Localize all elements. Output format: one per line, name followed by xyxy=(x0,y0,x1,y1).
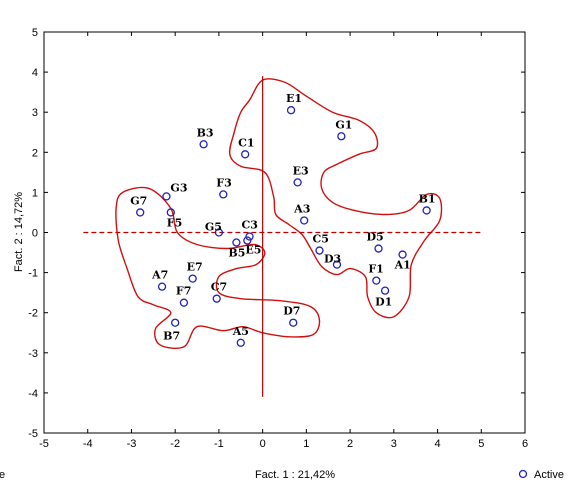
point-G5 xyxy=(214,228,224,237)
point-label-B1: B1 xyxy=(419,192,436,205)
data-points: E1 G1 B3 C1 E3 G3 F3 B1 G7 F5 A3 G5 C3 B5 E5 C5 D3 D5 A1 F1… xyxy=(130,92,436,347)
point-label-B5: B5 xyxy=(228,247,245,260)
point-A1 xyxy=(398,250,407,259)
point-label-F5: F5 xyxy=(167,216,182,229)
y-tick-label: -5 xyxy=(28,428,38,440)
reference-lines xyxy=(83,76,482,397)
x-tick-label: -1 xyxy=(214,438,224,450)
point-label-F7: F7 xyxy=(176,285,191,298)
point-label-G3: G3 xyxy=(170,181,187,194)
y-tick-label: 3 xyxy=(32,107,38,119)
point-label-E1: E1 xyxy=(286,92,302,105)
y-tick-label: -2 xyxy=(28,308,38,320)
x-axis-title: Fact. 1 : 21,42% xyxy=(255,469,335,481)
x-tick-label: 4 xyxy=(434,438,440,450)
y-tick-label: 4 xyxy=(32,67,38,79)
point-label-F1: F1 xyxy=(368,263,383,276)
point-label-C1: C1 xyxy=(238,136,254,149)
x-tick-label: 0 xyxy=(260,438,266,450)
point-label-G7: G7 xyxy=(130,194,147,207)
y-tick-label: -1 xyxy=(28,268,38,280)
point-E7 xyxy=(188,274,197,283)
point-G1 xyxy=(337,132,346,141)
cluster-outline-2 xyxy=(115,186,321,349)
point-label-B3: B3 xyxy=(197,126,214,139)
y-tick-label: 1 xyxy=(32,187,38,199)
point-label-G5: G5 xyxy=(205,221,222,234)
y-tick-label: 5 xyxy=(32,27,38,39)
point-label-D5: D5 xyxy=(367,231,384,244)
y-tick-label: 0 xyxy=(32,228,38,240)
point-label-A7: A7 xyxy=(151,269,168,282)
point-A5 xyxy=(236,338,245,347)
point-label-E5: E5 xyxy=(245,244,261,257)
point-label-A3: A3 xyxy=(293,202,310,215)
legend-marker-icon xyxy=(518,469,528,479)
point-label-E7: E7 xyxy=(187,261,203,274)
point-F5 xyxy=(166,208,175,217)
point-E1 xyxy=(286,106,296,115)
x-tick-label: 1 xyxy=(303,438,309,450)
point-label-D1: D1 xyxy=(375,296,392,309)
point-label-C3: C3 xyxy=(242,219,258,232)
point-D1 xyxy=(380,286,390,295)
point-label-B7: B7 xyxy=(163,330,180,343)
point-C5 xyxy=(315,246,324,255)
point-label-G1: G1 xyxy=(335,118,352,131)
x-tick-label: -4 xyxy=(83,438,93,450)
y-tick-label: 2 xyxy=(32,147,38,159)
point-F7 xyxy=(179,298,189,307)
point-D3 xyxy=(332,260,342,269)
point-label-A5: A5 xyxy=(232,325,249,338)
point-F1 xyxy=(372,276,381,285)
point-C3 xyxy=(245,232,254,241)
point-F3 xyxy=(219,190,228,199)
cluster-outline-1 xyxy=(228,78,443,319)
x-tick-label: 3 xyxy=(391,438,397,450)
y-axis-title: Fact. 2 : 14,72% xyxy=(13,192,25,272)
point-A7 xyxy=(157,282,167,291)
point-G7 xyxy=(136,208,145,217)
left-edge-fragment: e xyxy=(0,469,5,481)
axis-ticks: -5 -4 -3 -2 -1 0 1 2 3 4 5 6 -5 -4 -3 -2 -1 0 1 2 3 4 5 xyxy=(28,27,528,450)
point-B7 xyxy=(171,318,180,327)
point-label-D3: D3 xyxy=(324,253,341,266)
point-A3 xyxy=(300,216,309,225)
legend-label-active: Active xyxy=(534,469,564,481)
point-C7 xyxy=(212,294,221,303)
x-tick-label: -5 xyxy=(39,438,49,450)
x-tick-label: 2 xyxy=(347,438,353,450)
legend: Active xyxy=(518,469,564,481)
x-tick-label: 5 xyxy=(478,438,484,450)
point-E3 xyxy=(293,178,302,187)
y-tick-label: -4 xyxy=(28,388,38,400)
point-label-E3: E3 xyxy=(293,164,309,177)
cluster-outlines xyxy=(115,78,443,349)
point-B3 xyxy=(199,140,208,149)
x-tick-label: -3 xyxy=(127,438,137,450)
point-E5 xyxy=(243,236,252,245)
point-C1 xyxy=(240,150,250,159)
point-label-D7: D7 xyxy=(283,305,300,318)
y-tick-label: -3 xyxy=(28,348,38,360)
point-D5 xyxy=(374,244,383,253)
point-G3 xyxy=(162,192,171,201)
point-B1 xyxy=(422,206,431,215)
point-D7 xyxy=(289,318,298,327)
point-label-C5: C5 xyxy=(312,233,328,246)
x-tick-label: -2 xyxy=(170,438,180,450)
x-tick-label: 6 xyxy=(522,438,528,450)
point-B5 xyxy=(232,238,241,247)
point-label-C7: C7 xyxy=(211,281,227,294)
point-label-F3: F3 xyxy=(216,176,231,189)
point-label-A1: A1 xyxy=(394,259,411,272)
